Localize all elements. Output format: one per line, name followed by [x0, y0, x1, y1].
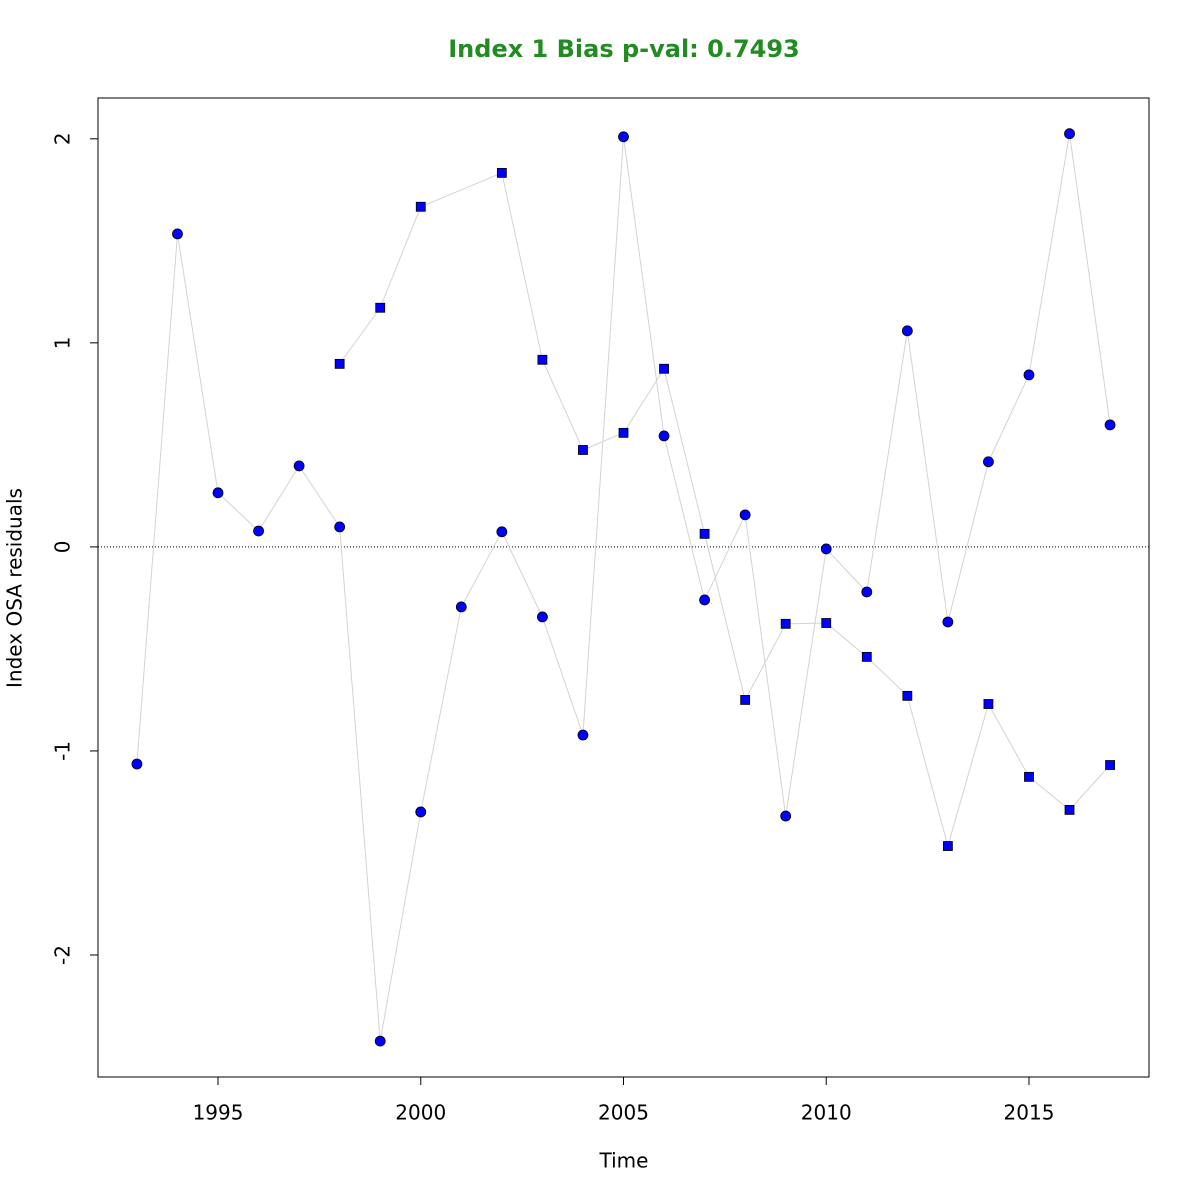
y-tick-label: -1	[51, 741, 75, 761]
x-tick-label: 2010	[801, 1101, 852, 1125]
point	[496, 167, 507, 178]
point	[1023, 369, 1035, 381]
point	[861, 651, 872, 662]
y-tick-label: 1	[51, 336, 75, 349]
point	[820, 543, 832, 555]
point	[983, 456, 994, 468]
point	[1105, 760, 1115, 770]
point	[537, 354, 548, 365]
point	[375, 302, 386, 313]
point	[780, 618, 791, 629]
point	[902, 690, 913, 701]
x-tick-label: 2015	[1004, 1101, 1055, 1125]
y-tick-label: 2	[51, 132, 75, 145]
point	[699, 528, 710, 539]
point	[172, 228, 183, 240]
point	[942, 616, 954, 628]
point	[618, 427, 629, 438]
point	[415, 201, 426, 212]
point	[699, 594, 710, 606]
point	[1024, 771, 1034, 782]
point	[821, 618, 832, 628]
point	[577, 729, 589, 741]
point	[253, 525, 264, 537]
x-axis-label: Time	[599, 1149, 649, 1173]
point	[212, 487, 224, 499]
point	[578, 445, 588, 455]
point	[293, 460, 305, 472]
y-tick-label: -2	[51, 945, 75, 965]
x-tick-label: 1995	[193, 1101, 244, 1125]
point	[374, 1035, 386, 1047]
x-tick-label: 2005	[598, 1101, 649, 1125]
point	[455, 601, 467, 613]
point	[739, 509, 751, 521]
y-axis-label: Index OSA residuals	[3, 488, 27, 688]
point	[618, 131, 629, 143]
point	[1064, 805, 1075, 815]
point	[861, 586, 873, 598]
point	[537, 611, 548, 623]
x-tick-label: 2000	[395, 1101, 446, 1125]
point	[1104, 419, 1116, 431]
point	[658, 430, 670, 442]
point	[415, 806, 427, 818]
point	[334, 521, 346, 533]
point	[131, 758, 143, 770]
point	[1064, 128, 1075, 140]
point	[496, 526, 508, 538]
chart-title: Index 1 Bias p-val: 0.7493	[448, 35, 800, 63]
point	[942, 841, 953, 851]
point	[740, 695, 751, 705]
point	[983, 699, 994, 709]
point	[659, 363, 669, 374]
y-tick-label: 0	[51, 541, 75, 554]
point	[334, 358, 345, 369]
point	[901, 325, 913, 337]
point	[780, 810, 792, 822]
